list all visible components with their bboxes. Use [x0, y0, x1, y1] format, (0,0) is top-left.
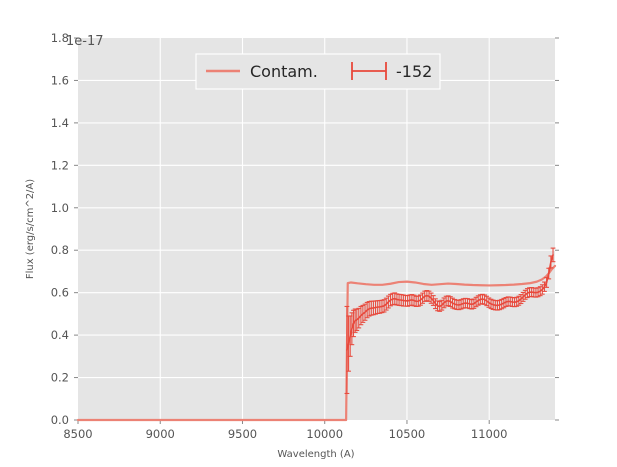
legend-errorbar-swatch [351, 62, 387, 80]
series-line [346, 254, 554, 351]
y-tick-label: 0.4 [51, 328, 69, 342]
x-axis-title: Wavelength (A) [277, 449, 354, 460]
x-tick-label: 10000 [306, 427, 343, 441]
series-line [76, 264, 557, 422]
axis-ticks [74, 37, 559, 424]
y-tick-labels: 0.0 0.2 0.4 0.6 0.8 1.0 1.2 1.4 1.6 1.8 [51, 31, 69, 427]
data-series-layer [76, 247, 557, 422]
y-tick-label: 1.6 [51, 73, 69, 87]
legend-label-contam: Contam. [250, 62, 318, 81]
x-tick-label: 9500 [228, 427, 257, 441]
y-tick-label: 1.4 [51, 116, 69, 130]
y-axis-offset-text: 1e-17 [66, 34, 104, 49]
series-contam [76, 264, 557, 422]
y-tick-label: 1.0 [51, 201, 69, 215]
y-tick-label: 1.8 [51, 31, 69, 45]
y-tick-label: 1.2 [51, 158, 69, 172]
x-tick-label: 8500 [63, 427, 92, 441]
x-tick-label: 11000 [471, 427, 508, 441]
chart-legend[interactable]: Contam. -152 [195, 53, 441, 90]
y-tick-label: 0.0 [51, 413, 69, 427]
legend-label-target: -152 [396, 62, 432, 81]
x-tick-label: 10500 [389, 427, 426, 441]
axes-background [78, 38, 555, 420]
y-axis-title: Flux (erg/s/cm^2/A) [25, 179, 36, 279]
y-tick-label: 0.2 [51, 371, 69, 385]
y-tick-label: 0.8 [51, 243, 69, 257]
y-tick-label: 0.6 [51, 286, 69, 300]
x-tick-labels: 8500 9000 9500 10000 10500 11000 [63, 427, 507, 441]
series-152 [344, 247, 556, 395]
x-tick-label: 9000 [146, 427, 175, 441]
